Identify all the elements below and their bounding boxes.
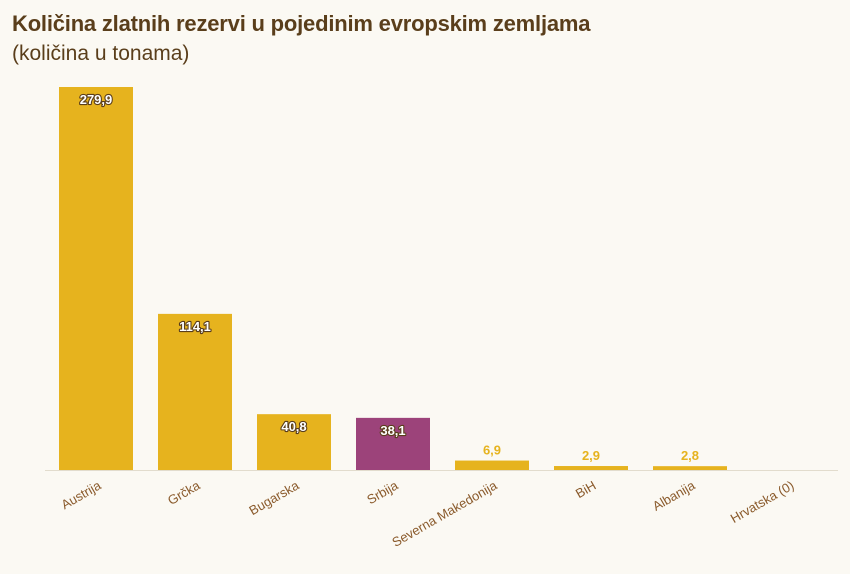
bar-6 [554,466,628,470]
bar-3 [257,414,331,470]
bar-7 [653,466,727,470]
x-tick-label-7: Albanija [650,477,698,514]
x-tick-label-5: Severna Makedonija [389,477,500,550]
data-label-5: 6,9 [483,443,501,458]
x-tick-label-2: Grčka [165,477,203,508]
data-label-4: 38,1 [380,423,405,438]
x-tick-label-3: Bugarska [246,477,302,518]
data-label-2: 114,1 [179,319,211,334]
data-label-3: 40,8 [281,419,306,434]
chart-subtitle: (količina u tonama) [12,42,190,65]
bar-5 [455,460,529,470]
bar-1 [59,87,133,470]
data-label-7: 2,8 [681,448,699,463]
x-tick-label-6: BiH [573,478,599,501]
x-tick-label-1: Austrija [58,477,104,512]
x-tick-label-4: Srbija [364,477,401,507]
x-tick-label-8: Hrvatska (0) [728,478,797,526]
bar-4 [356,417,430,470]
data-label-1: 279,9 [80,92,113,107]
data-label-6: 2,9 [582,448,600,463]
chart-title: Količina zlatnih rezervi u pojedinim evr… [12,11,591,36]
bar-2 [158,313,232,470]
